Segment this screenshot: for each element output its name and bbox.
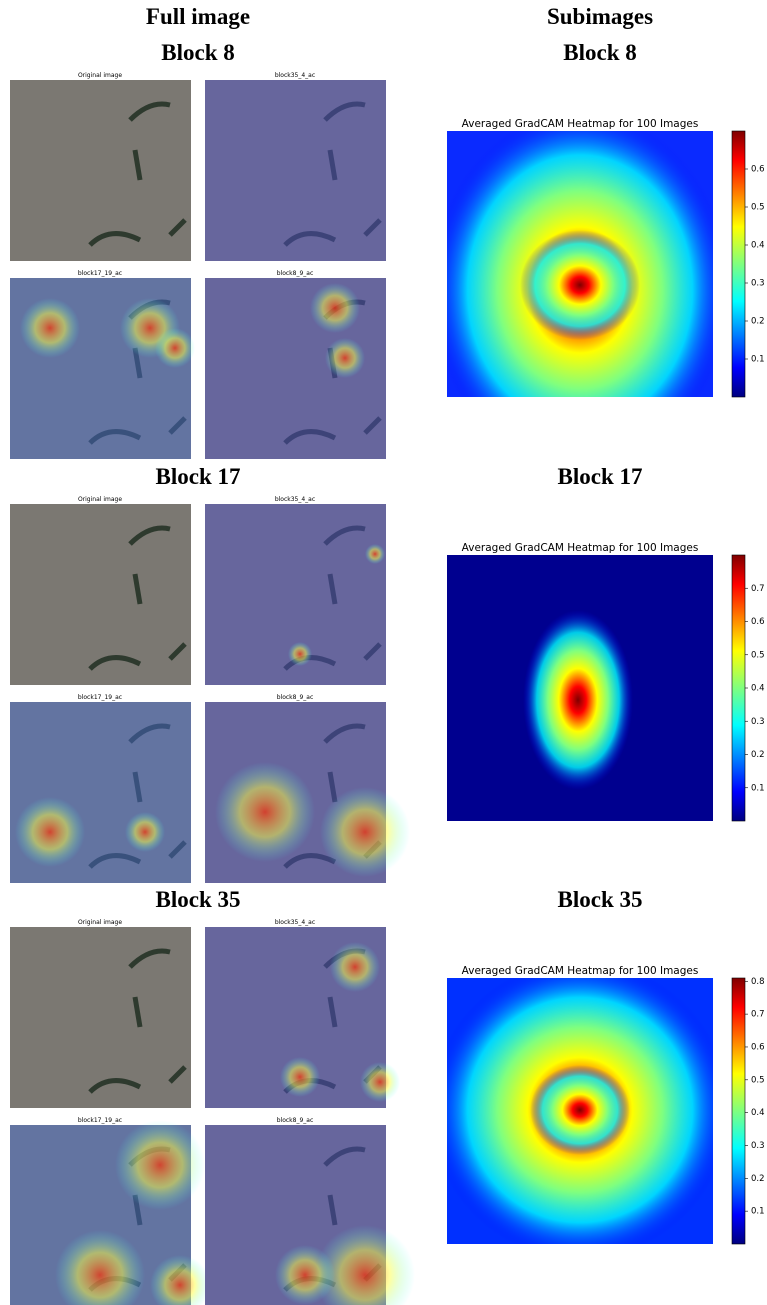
panel-title: block17_19_ac [78,270,122,277]
activation [330,942,380,992]
colorbar-tick-label: 0.7 [751,1010,765,1020]
panel-title: block35_4_ac [275,919,315,926]
panel-title: block8_9_ac [277,694,314,701]
colorbar-tick-label: 0.1 [751,783,765,793]
colorbar-tick-label: 0.4 [751,241,765,251]
activation [280,1057,320,1097]
heat-blob [523,610,633,790]
activation [360,1062,400,1102]
colorbar-tick-label: 0.7 [751,584,765,594]
panel-title: block35_4_ac [275,72,315,79]
colorbar-tick-label: 0.1 [751,355,765,365]
block-title: Block 8 [161,40,234,65]
figure: Full image Subimages Block 8 Block 8 Origi… [0,0,767,1305]
activation [325,338,365,378]
activation [20,298,80,358]
colorbar-tick-label: 0.6 [751,1042,765,1052]
activation [115,1120,205,1210]
colorbar-tick-label: 0.3 [751,279,765,289]
panel-title: block35_4_ac [275,496,315,503]
image [10,80,191,261]
column-header: Full image [146,4,250,29]
panel-title: block17_19_ac [78,1117,122,1124]
heat-blob [520,230,640,340]
activation [125,812,165,852]
column-header: Subimages [547,4,653,29]
panel-title: block8_9_ac [277,1117,314,1124]
colorbar-tick-label: 0.8 [751,977,765,987]
activation [310,283,360,333]
activation [288,642,312,666]
colorbar-tick-label: 0.3 [751,717,765,727]
heat-blob [530,1065,630,1155]
image [10,504,191,685]
colorbar [732,978,745,1244]
colorbar-tick-label: 0.2 [751,317,765,327]
colorbar-tick-label: 0.6 [751,165,765,175]
colorbar [732,555,745,821]
colorbar-tick-label: 0.5 [751,1075,765,1085]
heatmap-title: Averaged GradCAM Heatmap for 100 Images [462,118,699,130]
panel-title: block17_19_ac [78,694,122,701]
block-title: Block 35 [558,887,643,912]
panel-title: block8_9_ac [277,270,314,277]
activation [365,544,385,564]
colorbar-tick-label: 0.2 [751,1174,765,1184]
activation [215,762,315,862]
colorbar-tick-label: 0.3 [751,1141,765,1151]
colorbar-tick-label: 0.6 [751,617,765,627]
panel-title: Original image [78,496,122,503]
heatmap-title: Averaged GradCAM Heatmap for 100 Images [462,542,699,554]
activation [15,797,85,867]
block-title: Block 17 [156,464,241,489]
colorbar [732,131,745,397]
image [10,927,191,1108]
block-title: Block 8 [563,40,636,65]
block-title: Block 17 [558,464,643,489]
colorbar-tick-label: 0.2 [751,750,765,760]
colorbar-tick-label: 0.4 [751,1108,765,1118]
heatmap-title: Averaged GradCAM Heatmap for 100 Images [462,965,699,977]
activation [275,1245,335,1305]
activation [320,787,410,877]
overlay [205,80,386,261]
block-title: Block 35 [156,887,241,912]
panel-title: Original image [78,919,122,926]
colorbar-tick-label: 0.1 [751,1207,765,1217]
panel-title: Original image [78,72,122,79]
colorbar-tick-label: 0.4 [751,684,765,694]
activation [155,328,195,368]
colorbar-tick-label: 0.5 [751,650,765,660]
colorbar-tick-label: 0.5 [751,203,765,213]
